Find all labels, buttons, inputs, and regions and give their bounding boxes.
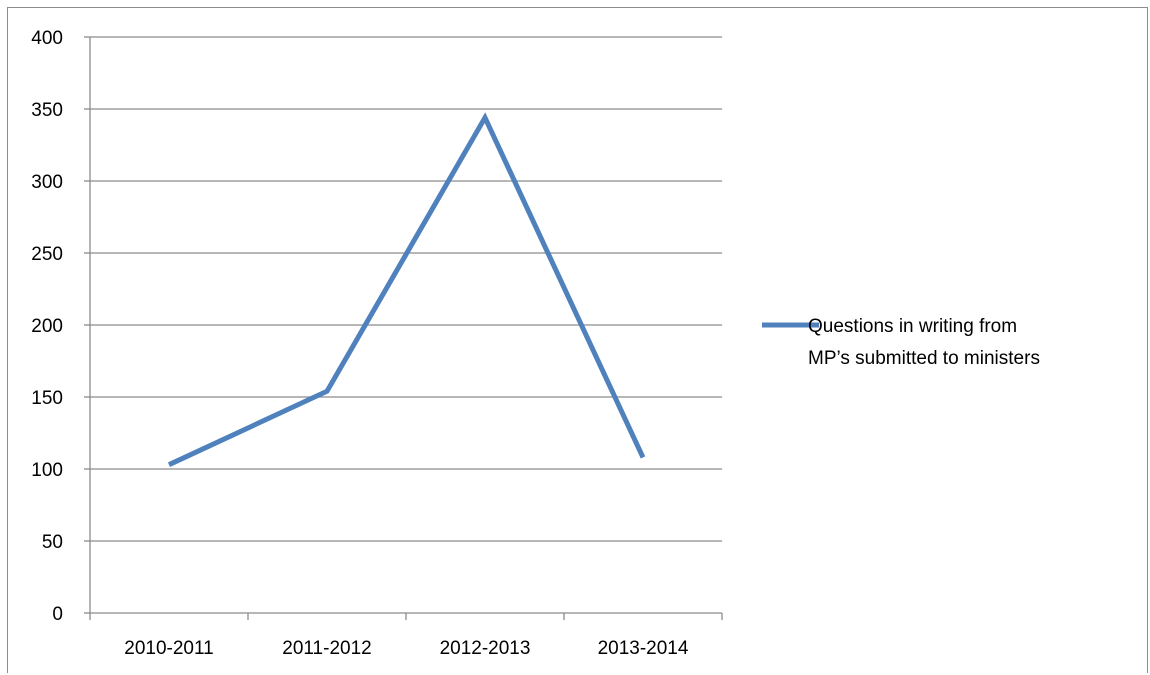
y-tick-label: 350 <box>31 100 63 121</box>
y-tick-label: 50 <box>42 532 63 553</box>
series-line <box>169 118 643 465</box>
x-tick-label: 2011-2012 <box>282 638 371 659</box>
y-tick-label: 150 <box>31 388 63 409</box>
y-tick-label: 250 <box>31 244 63 265</box>
x-tick-label: 2012-2013 <box>440 638 531 659</box>
y-tick-label: 400 <box>31 28 63 49</box>
axes: 0 50 100 150 200 250 300 350 400 2010-2011 2011-20… <box>31 28 722 659</box>
x-tick-label: 2013-2014 <box>598 638 689 659</box>
legend-label: MP’s submitted to ministers <box>808 348 1040 369</box>
y-tick-label: 200 <box>31 316 63 337</box>
y-tick-label: 300 <box>31 172 63 193</box>
y-tick-label: 100 <box>31 460 63 481</box>
legend-label: Questions in writing from <box>808 316 1017 337</box>
gridlines <box>90 37 722 541</box>
x-tick-label: 2010-2011 <box>124 638 213 659</box>
y-tick-label: 0 <box>52 604 63 625</box>
series <box>169 118 643 465</box>
legend: Questions in writing from MP’s submitted … <box>762 316 1040 369</box>
